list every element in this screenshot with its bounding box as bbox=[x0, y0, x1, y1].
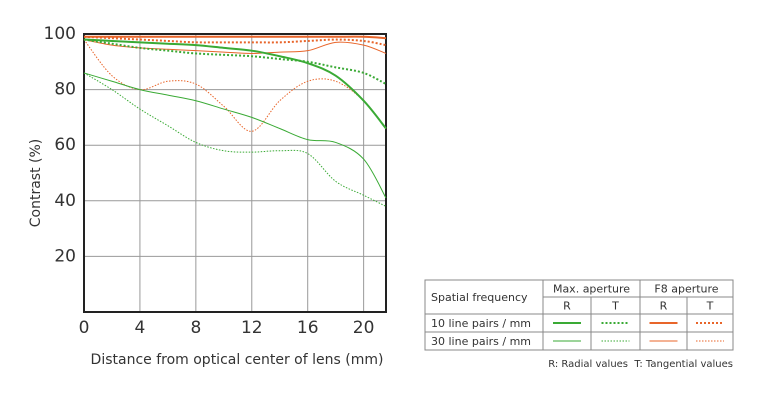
series-line bbox=[83, 38, 387, 130]
series-line bbox=[83, 72, 387, 199]
table-subheader: T bbox=[706, 300, 714, 313]
legend-table bbox=[424, 279, 734, 351]
x-axis-label: Distance from optical center of lens (mm… bbox=[91, 352, 384, 368]
plot-frame bbox=[83, 33, 387, 313]
y-axis-label: Contrast (%) bbox=[28, 139, 44, 228]
series-line bbox=[83, 38, 387, 85]
table-header: F8 aperture bbox=[654, 283, 718, 296]
y-tick-label: 20 bbox=[54, 246, 76, 266]
table-header: Max. aperture bbox=[553, 283, 630, 296]
table-subheader: R bbox=[563, 300, 571, 313]
series-line bbox=[83, 72, 387, 207]
series-line bbox=[83, 39, 387, 132]
series-line bbox=[83, 39, 387, 54]
y-tick-label: 80 bbox=[54, 80, 76, 100]
y-tick-label: 60 bbox=[54, 135, 76, 155]
series-line bbox=[84, 35, 387, 40]
x-tick-label: 20 bbox=[353, 318, 375, 338]
table-header: Spatial frequency bbox=[431, 291, 528, 304]
y-tick-label: 40 bbox=[54, 191, 76, 211]
x-tick-label: 16 bbox=[297, 318, 319, 338]
table-subheader: R bbox=[660, 300, 668, 313]
table-subheader: T bbox=[611, 300, 619, 313]
x-tick-label: 12 bbox=[241, 318, 263, 338]
series-line bbox=[83, 35, 387, 47]
table-row-label: 30 line pairs / mm bbox=[431, 335, 531, 348]
x-tick-label: 8 bbox=[190, 318, 201, 338]
y-tick-label: 100 bbox=[44, 24, 76, 44]
x-tick-label: 0 bbox=[79, 318, 90, 338]
x-tick-label: 4 bbox=[135, 318, 146, 338]
table-row-label: 10 line pairs / mm bbox=[431, 317, 531, 330]
table-note: R: Radial values T: Tangential values bbox=[548, 359, 733, 370]
